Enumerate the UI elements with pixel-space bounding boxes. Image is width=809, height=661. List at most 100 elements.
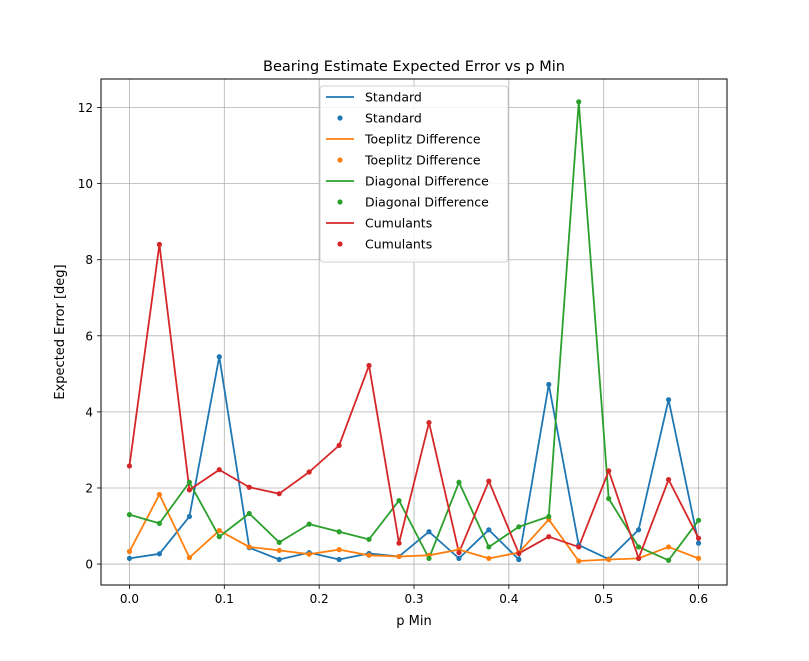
data-point	[216, 354, 222, 360]
x-tick-label: 0.3	[404, 592, 423, 606]
data-point	[306, 469, 312, 475]
data-point	[156, 241, 163, 248]
legend-marker-swatch	[337, 199, 343, 205]
series-line	[129, 355, 700, 561]
data-point	[606, 556, 612, 563]
y-tick-label: 12	[78, 101, 93, 115]
data-point	[486, 478, 492, 484]
x-tick-label: 0.0	[120, 592, 139, 606]
data-point	[276, 539, 282, 545]
data-point	[366, 552, 372, 558]
data-point	[156, 551, 163, 557]
data-point	[636, 544, 642, 550]
data-point	[216, 467, 222, 473]
data-point	[486, 544, 492, 550]
data-point	[336, 547, 342, 553]
x-tick-label: 0.2	[310, 592, 329, 606]
y-tick-label: 4	[85, 405, 93, 419]
data-point	[456, 550, 462, 556]
data-point	[216, 527, 222, 534]
data-point	[456, 479, 462, 485]
legend-label: Toeplitz Difference	[364, 132, 481, 147]
data-point	[456, 555, 462, 561]
data-point	[336, 529, 342, 535]
y-tick-label: 0	[85, 558, 93, 572]
data-point	[665, 477, 672, 483]
data-point	[396, 553, 402, 560]
data-point	[516, 524, 522, 530]
data-point	[246, 544, 252, 550]
data-point	[426, 529, 432, 535]
data-point	[546, 513, 552, 520]
y-tick-label: 6	[85, 329, 93, 343]
data-point	[126, 548, 133, 555]
legend-marker-swatch	[337, 241, 343, 247]
data-point	[486, 555, 492, 561]
data-point	[516, 556, 522, 563]
x-tick-label: 0.4	[499, 592, 518, 606]
legend-label: Diagonal Difference	[365, 195, 489, 210]
data-point	[186, 479, 192, 485]
data-point	[576, 99, 582, 105]
plot-area	[126, 99, 702, 564]
data-point	[246, 510, 252, 517]
x-axis-label: p Min	[396, 614, 431, 629]
legend-label: Standard	[365, 111, 422, 126]
data-point	[546, 381, 552, 388]
axis-ticks: 0.0 0.1 0.2 0.3 0.4 0.5 0.6 0 2 4 6 8 10 12	[78, 101, 708, 606]
data-point	[126, 463, 133, 469]
data-point	[426, 555, 432, 561]
data-point	[426, 419, 432, 426]
y-tick-label: 8	[85, 253, 93, 267]
data-point	[576, 558, 582, 564]
data-point	[126, 555, 133, 561]
legend-label: Standard	[365, 90, 422, 105]
chart-title: Bearing Estimate Expected Error vs p Min	[263, 59, 565, 75]
data-point	[156, 491, 163, 498]
legend-marker-swatch	[337, 157, 343, 163]
data-point	[695, 555, 702, 561]
legend: Standard Standard Toeplitz Difference Toepl…	[319, 85, 509, 263]
y-tick-label: 10	[78, 177, 93, 191]
legend-box	[319, 85, 509, 263]
data-point	[665, 544, 672, 550]
data-point	[126, 512, 133, 518]
data-point	[695, 540, 702, 546]
data-point	[695, 517, 702, 523]
data-point	[276, 547, 282, 553]
series-line	[128, 243, 700, 560]
data-point	[665, 557, 672, 563]
legend-label: Cumulants	[365, 216, 432, 231]
data-point	[516, 550, 522, 557]
y-tick-label: 2	[85, 481, 93, 495]
data-point	[186, 487, 192, 493]
legend-label: Diagonal Difference	[365, 174, 489, 189]
data-point	[636, 527, 642, 533]
data-point	[186, 555, 192, 561]
data-point	[606, 468, 612, 474]
x-tick-label: 0.5	[594, 592, 613, 606]
x-tick-label: 0.1	[215, 592, 234, 606]
legend-marker-swatch	[337, 115, 343, 121]
legend-label: Cumulants	[365, 237, 432, 252]
data-point	[636, 555, 642, 561]
data-point	[396, 540, 402, 546]
data-point	[486, 527, 492, 533]
y-axis-label: Expected Error [deg]	[53, 264, 68, 399]
x-tick-label: 0.6	[689, 592, 708, 606]
data-point	[276, 556, 282, 563]
data-point	[336, 556, 342, 563]
data-point	[606, 496, 612, 502]
data-point	[336, 442, 342, 448]
data-point	[216, 534, 222, 540]
data-point	[396, 497, 402, 504]
data-point	[665, 397, 672, 403]
data-point	[306, 521, 312, 527]
series-line	[129, 100, 700, 562]
data-point	[576, 544, 582, 550]
data-point	[156, 520, 163, 526]
data-point	[306, 551, 312, 557]
legend-label: Toeplitz Difference	[364, 153, 481, 168]
